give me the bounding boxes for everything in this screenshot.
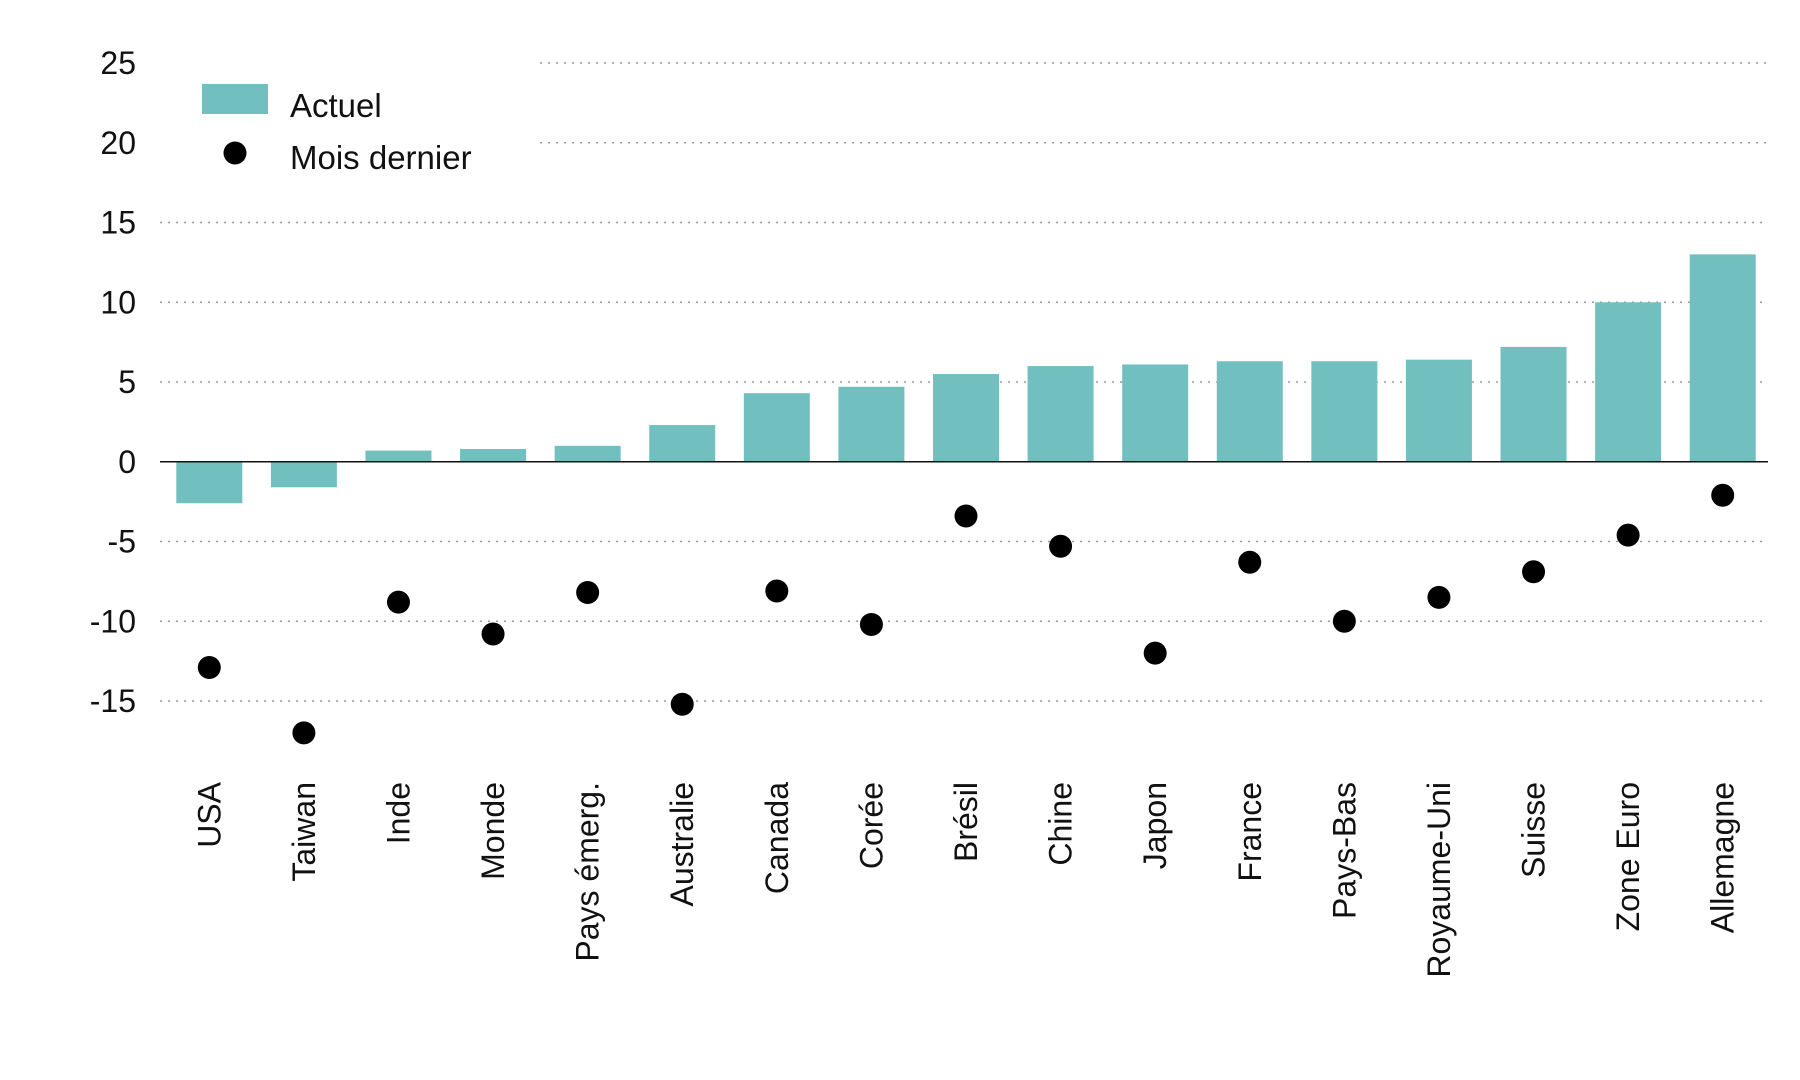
bar-royaume-uni <box>1405 359 1472 462</box>
dot-japon <box>1143 641 1167 665</box>
x-category-label: USA <box>191 781 227 847</box>
x-category-label: Japon <box>1137 782 1173 869</box>
dot-suisse <box>1522 560 1546 584</box>
bar-allemagne <box>1689 254 1756 462</box>
y-axis-ticks: 25 20 15 10 5 0 -5 -10 -15 <box>90 45 136 719</box>
bar-france <box>1216 361 1283 462</box>
y-tick-label: -5 <box>108 524 136 560</box>
dot-pays-merg <box>576 581 600 605</box>
bar-br-sil <box>933 374 999 462</box>
y-tick-label: -10 <box>90 603 136 639</box>
dot-taiwan <box>292 721 316 745</box>
bar-monde <box>460 448 527 462</box>
legend-swatch-actuel <box>202 84 268 114</box>
bar-australie <box>649 425 716 462</box>
dot-zone-euro <box>1616 523 1640 547</box>
x-category-label: Allemagne <box>1705 782 1741 933</box>
x-category-label: Australie <box>664 782 700 907</box>
x-category-label: Corée <box>853 782 889 869</box>
x-category-label: Royaume-Uni <box>1421 782 1457 978</box>
dot-allemagne <box>1711 483 1735 507</box>
bar-japon <box>1122 364 1189 462</box>
dot-cor-e <box>859 612 883 636</box>
x-category-label: Canada <box>759 782 795 894</box>
x-category-label: Brésil <box>948 782 984 862</box>
y-tick-label: 5 <box>118 364 136 400</box>
y-tick-label: 20 <box>100 125 136 161</box>
bar-zone-euro <box>1595 302 1662 462</box>
y-tick-label: 0 <box>118 444 136 480</box>
dot-france <box>1238 550 1262 574</box>
dot-usa <box>197 656 221 680</box>
bar-suisse <box>1500 346 1567 462</box>
x-category-label: Pays-Bas <box>1326 782 1362 919</box>
bars-actuel <box>176 254 1756 504</box>
y-tick-label: 25 <box>100 45 136 81</box>
bar-taiwan <box>270 461 337 488</box>
dot-br-sil <box>954 504 978 528</box>
y-tick-label: 10 <box>100 284 136 320</box>
dot-chine <box>1049 534 1073 558</box>
dot-canada <box>765 579 789 603</box>
bar-pays-merg <box>554 445 621 462</box>
x-category-label: Pays émerg. <box>570 782 606 962</box>
x-category-label: France <box>1232 782 1268 882</box>
y-tick-label: -15 <box>90 683 136 719</box>
x-category-label: Chine <box>1043 782 1079 866</box>
bar-chine <box>1027 366 1094 462</box>
legend-label-actuel: Actuel <box>290 87 382 124</box>
bar-canada <box>743 393 810 462</box>
dot-inde <box>386 590 410 614</box>
x-axis-category-labels: USA Taiwan Inde Monde Pays émerg. Australie Ca… <box>191 781 1740 977</box>
dot-pays-bas <box>1332 609 1356 633</box>
bar-inde <box>365 450 432 462</box>
dots-mois-dernier <box>197 483 1735 745</box>
x-category-label: Taiwan <box>286 782 322 882</box>
legend-swatch-mois-dernier <box>223 141 247 165</box>
x-category-label: Suisse <box>1516 782 1552 878</box>
bar-usa <box>176 461 243 504</box>
dot-monde <box>481 622 505 646</box>
dot-australie <box>670 692 694 716</box>
bar-pays-bas <box>1311 361 1378 462</box>
y-tick-label: 15 <box>100 205 136 241</box>
dot-royaume-uni <box>1427 585 1451 609</box>
legend-label-mois-dernier: Mois dernier <box>290 139 472 176</box>
x-category-label: Inde <box>380 782 416 844</box>
x-category-label: Monde <box>475 782 511 880</box>
legend: Actuel Mois dernier <box>202 84 472 176</box>
bar-cor-e <box>838 386 905 462</box>
x-category-label: Zone Euro <box>1610 782 1646 931</box>
